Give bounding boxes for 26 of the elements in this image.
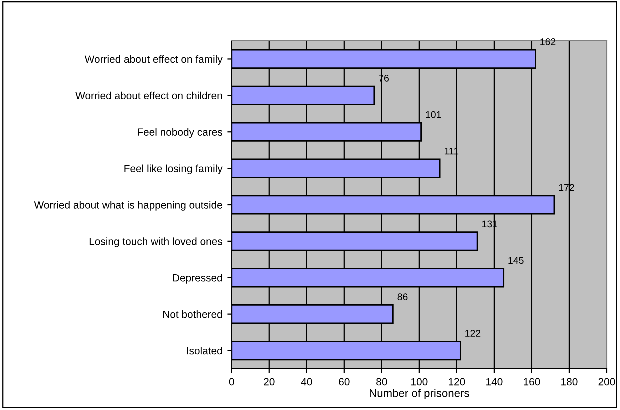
- data-label: 122: [466, 330, 481, 337]
- x-axis-title: Number of prisoners: [370, 389, 470, 400]
- x-tick-label: 20: [264, 378, 275, 386]
- y-tick-label: Not bothered: [163, 310, 222, 318]
- x-tick-label: 120: [449, 378, 466, 386]
- x-tick-label: 140: [486, 378, 503, 386]
- data-label: 162: [540, 38, 556, 46]
- x-tick-label: 80: [376, 378, 388, 386]
- x-tick-label: 180: [562, 378, 578, 386]
- y-tick-label: Isolated: [187, 347, 222, 355]
- y-tick-label: Feel nobody cares: [138, 128, 222, 138]
- y-tick-label: Feel like losing family: [124, 164, 223, 174]
- y-tick-label: Losing touch with loved ones: [90, 238, 222, 248]
- y-tick-label: Worried about effect on children: [76, 92, 222, 100]
- x-tick-label: 0: [229, 378, 234, 386]
- y-tick-label: Depressed: [173, 274, 222, 284]
- x-tick-label: 40: [301, 378, 312, 386]
- x-tick-label: 200: [598, 378, 616, 386]
- data-label: 145: [508, 257, 524, 264]
- x-tick-label: 100: [412, 378, 428, 386]
- data-label: 86: [398, 294, 408, 301]
- y-tick-label: Worried about what is happening outside: [34, 201, 222, 211]
- x-tick-label: 160: [524, 378, 540, 386]
- x-tick-label: 60: [339, 378, 350, 386]
- data-label: 101: [426, 111, 442, 118]
- y-tick-label: Worried about effect on family: [84, 55, 223, 66]
